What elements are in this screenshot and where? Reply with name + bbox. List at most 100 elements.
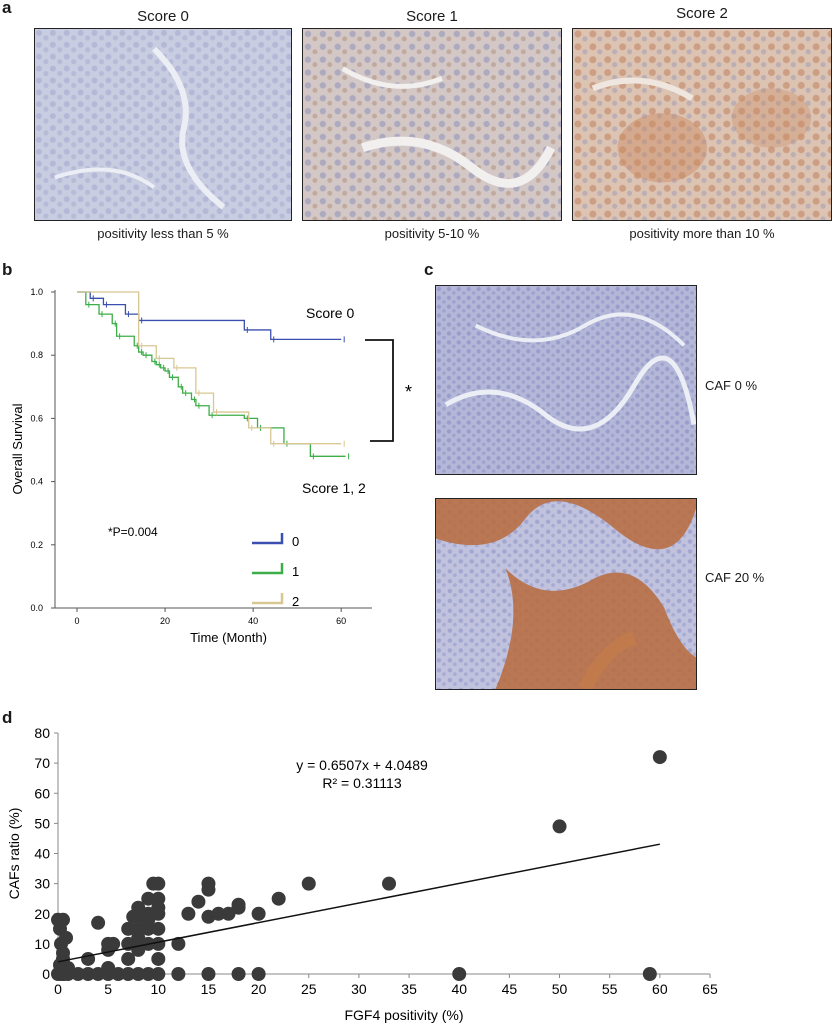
survival-curve-2	[77, 291, 342, 445]
x-tick-label: 55	[602, 981, 618, 997]
significance-star: *	[405, 382, 412, 402]
data-point	[201, 876, 216, 891]
y-axis-label: Overall Survival	[10, 403, 25, 494]
y-tick-label: 0.6	[30, 413, 43, 423]
data-point	[201, 967, 216, 981]
data-point	[171, 967, 186, 981]
x-axis-label: Time (Month)	[190, 630, 267, 645]
data-point	[131, 967, 146, 981]
data-point	[151, 936, 166, 951]
data-point	[191, 894, 206, 909]
score1-title: Score 1	[406, 8, 458, 25]
caf0-label: CAF 0 %	[705, 378, 758, 393]
y-tick-label: 70	[34, 755, 50, 771]
score1-caption: positivity 5-10 %	[384, 226, 480, 241]
caf20-label: CAF 20 %	[705, 570, 765, 585]
legend-label-1: 1	[292, 564, 299, 579]
regression-equation: y = 0.6507x + 4.0489	[296, 757, 428, 773]
r-squared: R² = 0.31113	[322, 775, 401, 791]
y-tick-label: 30	[34, 876, 50, 892]
data-point	[61, 960, 76, 975]
y-tick-label: 80	[34, 725, 50, 741]
data-point	[251, 906, 266, 921]
score2-caption: positivity more than 10 %	[629, 226, 775, 241]
y-axis-label: CAFs ratio (%)	[6, 808, 22, 900]
x-tick-label: 15	[201, 981, 217, 997]
data-point	[141, 967, 156, 981]
x-tick-label: 25	[301, 981, 317, 997]
x-tick-label: 60	[652, 981, 668, 997]
micrograph-score2	[572, 28, 832, 221]
score12-label: Score 1, 2	[302, 480, 366, 496]
panel-b-letter: b	[2, 260, 13, 279]
y-tick-label: 0	[42, 966, 50, 982]
data-point	[221, 906, 236, 921]
significance-bracket	[365, 339, 394, 442]
score0-label: Score 0	[306, 305, 354, 321]
y-tick-label: 10	[34, 936, 50, 952]
legend-label-2: 2	[292, 594, 299, 609]
data-point	[231, 967, 246, 981]
data-point	[81, 951, 96, 966]
panel-a-letter: a	[2, 0, 12, 17]
trendline	[57, 843, 660, 963]
data-point	[251, 967, 266, 981]
micrograph-caf20	[435, 498, 697, 690]
data-point	[151, 967, 166, 981]
x-tick-label: 20	[160, 616, 170, 626]
data-point	[91, 915, 106, 930]
scatter-chart: 0 10 20 30 40 50 60 70 80 0 5 10 15 20 25 30 35 40 45 50 55 6…	[6, 725, 718, 1023]
survival-curve-0	[77, 291, 342, 341]
data-point	[271, 891, 286, 906]
legend-swatch-0	[252, 533, 284, 545]
x-tick-label: 10	[151, 981, 167, 997]
data-point	[552, 819, 567, 834]
data-point	[101, 960, 116, 975]
y-tick-label: 50	[34, 815, 50, 831]
data-point	[652, 750, 667, 765]
legend-swatch-1	[252, 563, 284, 575]
data-point	[91, 967, 106, 981]
x-tick-label: 50	[552, 981, 568, 997]
data-point	[131, 921, 146, 936]
legend-label-0: 0	[292, 534, 299, 549]
data-point	[211, 906, 226, 921]
y-tick-label: 0.0	[30, 603, 43, 613]
panel-c-letter: c	[424, 260, 434, 279]
micrograph-caf0	[435, 285, 697, 475]
x-tick-label: 60	[336, 616, 346, 626]
y-tick-label: 0.8	[30, 350, 43, 360]
data-point	[131, 900, 146, 915]
data-point	[382, 876, 397, 891]
data-point	[111, 967, 126, 981]
data-point	[452, 967, 467, 981]
x-tick-label: 5	[104, 981, 112, 997]
x-tick-label: 0	[75, 616, 80, 626]
x-tick-label: 40	[248, 616, 258, 626]
data-point	[151, 951, 166, 966]
x-tick-label: 45	[502, 981, 518, 997]
data-point	[51, 912, 65, 927]
data-point	[106, 936, 121, 951]
x-tick-label: 30	[351, 981, 367, 997]
score0-caption: positivity less than 5 %	[97, 226, 229, 241]
y-tick-label: 40	[34, 846, 50, 862]
data-point	[71, 967, 86, 981]
data-point	[121, 951, 136, 966]
p-value: *P=0.004	[108, 525, 158, 539]
data-point	[121, 921, 136, 936]
data-point	[642, 967, 657, 981]
data-point	[231, 897, 246, 912]
x-tick-label: 40	[451, 981, 467, 997]
y-tick-label: 60	[34, 785, 50, 801]
x-tick-label: 35	[401, 981, 417, 997]
data-point	[146, 876, 161, 891]
data-point	[121, 967, 136, 981]
data-point	[81, 967, 96, 981]
data-point	[56, 945, 71, 960]
score0-title: Score 0	[137, 8, 189, 25]
y-tick-label: 0.4	[30, 477, 43, 487]
data-point	[301, 876, 316, 891]
legend-swatch-2	[252, 593, 284, 605]
